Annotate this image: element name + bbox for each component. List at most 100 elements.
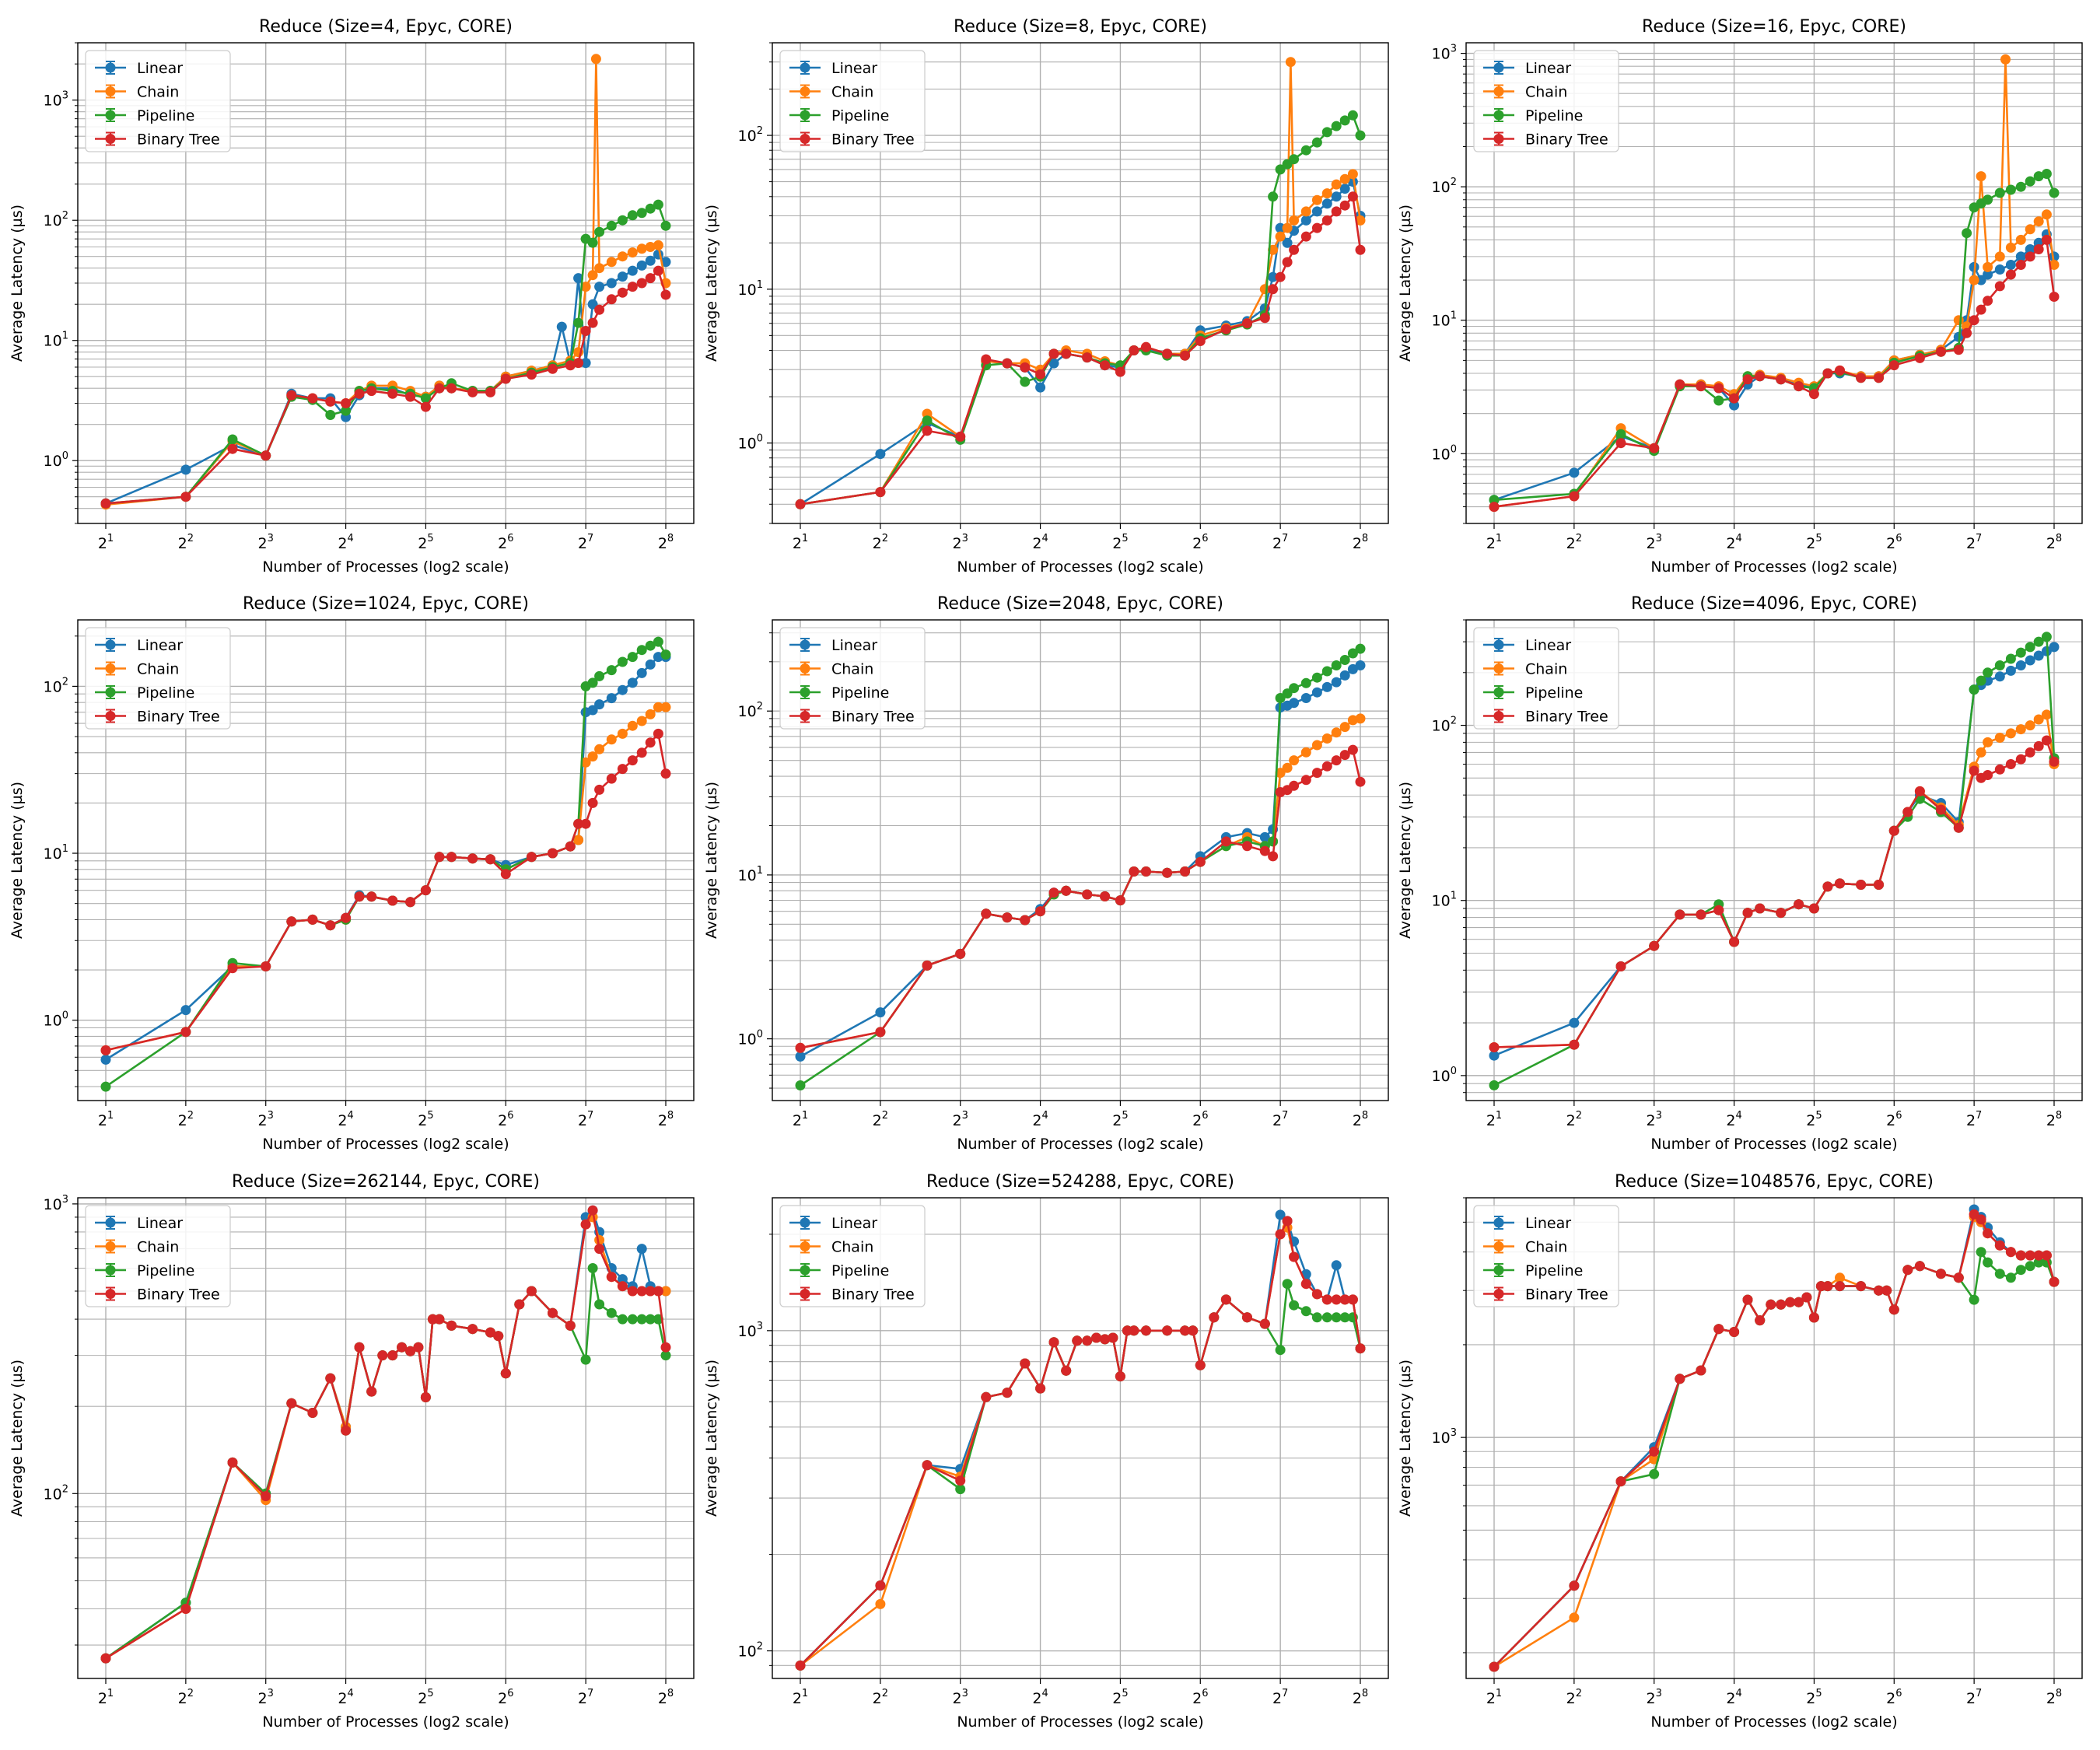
- data-point: [1983, 1257, 1993, 1268]
- data-point: [1953, 1272, 1964, 1283]
- data-point: [1969, 275, 1979, 285]
- data-point: [434, 1314, 445, 1325]
- x-tick-label: 28: [2046, 1110, 2062, 1129]
- data-point: [565, 1320, 576, 1331]
- data-point: [1275, 271, 1286, 282]
- data-point: [2015, 251, 2026, 262]
- legend-item-pipeline: Pipeline: [1483, 107, 1583, 124]
- subplot-title: Reduce (Size=2048, Epyc, CORE): [937, 594, 1223, 614]
- data-point: [1275, 768, 1286, 779]
- subplot-title: Reduce (Size=524288, Epyc, CORE): [926, 1172, 1234, 1192]
- y-tick-label: 101: [738, 279, 763, 299]
- x-tick-label: 27: [1966, 1688, 1982, 1707]
- data-point: [1355, 215, 1366, 226]
- legend-item-linear: Linear: [789, 637, 877, 654]
- data-point: [227, 1457, 238, 1468]
- legend-item-binary-tree: Binary Tree: [789, 131, 915, 149]
- data-point: [286, 916, 297, 927]
- legend-item-chain: Chain: [95, 661, 179, 678]
- legend-label: Binary Tree: [831, 1286, 915, 1304]
- x-tick-label: 25: [1806, 1688, 1822, 1707]
- data-point: [587, 677, 598, 688]
- x-axis-label: Number of Processes (log2 scale): [1650, 1713, 1897, 1731]
- data-point: [795, 1660, 806, 1671]
- data-point: [617, 1314, 628, 1325]
- data-point: [1195, 336, 1206, 346]
- data-point: [1115, 895, 1125, 906]
- data-point: [606, 693, 617, 704]
- data-point: [1311, 687, 1322, 698]
- y-axis-label: Average Latency (µs): [1397, 205, 1414, 362]
- data-point: [1311, 194, 1322, 205]
- legend-item-chain: Chain: [789, 661, 873, 678]
- legend-marker: [800, 1217, 810, 1228]
- legend-marker: [800, 1289, 810, 1299]
- data-point: [2025, 244, 2035, 254]
- data-point: [1035, 1383, 1046, 1394]
- y-tick-label: 100: [44, 1010, 68, 1030]
- data-point: [180, 1027, 191, 1038]
- x-tick-label: 25: [1806, 533, 1822, 552]
- data-point: [2005, 728, 2016, 739]
- data-point: [514, 1299, 525, 1310]
- data-point: [617, 287, 628, 298]
- data-point: [1321, 1312, 1332, 1323]
- data-point: [1300, 1306, 1311, 1317]
- y-tick-label: 101: [1432, 310, 1457, 330]
- legend-label: Linear: [137, 1215, 183, 1232]
- data-point: [2015, 724, 2026, 735]
- data-point: [1569, 467, 1580, 478]
- data-point: [307, 914, 318, 925]
- data-point: [1755, 903, 1766, 914]
- y-tick-label: 103: [738, 1321, 763, 1340]
- data-point: [1347, 648, 1358, 659]
- y-axis-label: Average Latency (µs): [9, 205, 26, 362]
- data-point: [405, 897, 416, 908]
- data-point: [180, 464, 191, 475]
- data-point: [1289, 1300, 1300, 1311]
- data-point: [1331, 755, 1342, 766]
- data-point: [1856, 373, 1867, 383]
- axes-frame: [1465, 1197, 2083, 1679]
- data-point: [1321, 666, 1332, 677]
- legend-marker: [105, 1265, 116, 1276]
- x-tick-label: 28: [2046, 1688, 2062, 1707]
- x-tick-label: 28: [658, 1110, 674, 1129]
- x-axis-label: Number of Processes (log2 scale): [262, 558, 509, 576]
- legend-marker: [800, 110, 810, 121]
- data-point: [1100, 891, 1111, 901]
- data-point: [587, 705, 598, 716]
- data-point: [1321, 733, 1332, 744]
- data-point: [1355, 713, 1366, 724]
- data-point: [636, 747, 647, 758]
- legend: Linear Chain Pipeline Binary Tree: [85, 50, 231, 152]
- data-point: [387, 388, 398, 399]
- data-point: [1289, 1251, 1300, 1262]
- legend-item-binary-tree: Binary Tree: [789, 709, 915, 726]
- legend-item-linear: Linear: [789, 60, 877, 77]
- data-point: [2025, 224, 2035, 235]
- data-point: [1002, 912, 1013, 923]
- data-point: [526, 1286, 537, 1297]
- data-point: [1331, 1312, 1342, 1323]
- data-point: [526, 369, 537, 380]
- data-point: [1311, 740, 1322, 751]
- data-point: [617, 764, 628, 775]
- data-point: [1331, 179, 1342, 190]
- data-point: [1091, 1332, 1102, 1343]
- data-point: [1983, 261, 1993, 272]
- data-point: [1282, 257, 1293, 268]
- data-point: [1994, 764, 2005, 775]
- legend-label: Chain: [137, 661, 179, 678]
- data-point: [660, 257, 671, 268]
- data-point: [405, 1346, 416, 1356]
- data-point: [1331, 191, 1342, 202]
- data-point: [1569, 1580, 1580, 1591]
- data-point: [2005, 665, 2016, 676]
- data-point: [606, 773, 617, 784]
- data-point: [1311, 1312, 1322, 1323]
- data-point: [1331, 677, 1342, 688]
- y-tick-label: 102: [44, 676, 68, 695]
- data-point: [645, 203, 656, 214]
- data-point: [1311, 137, 1322, 148]
